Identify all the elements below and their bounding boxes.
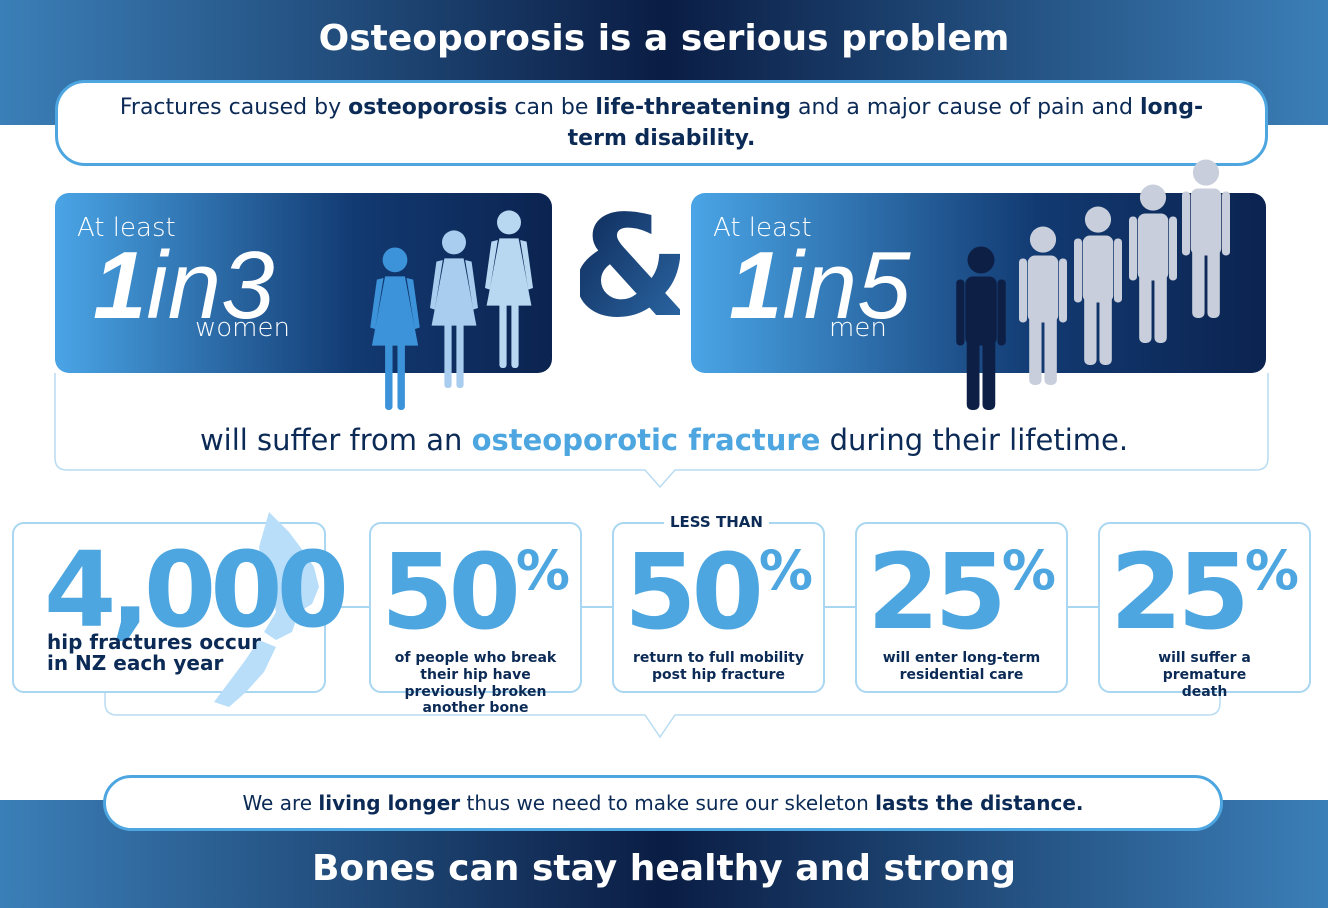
stat-number: 25% [857, 540, 1066, 644]
stat-unit: % [1244, 539, 1299, 602]
intro-text: and a major cause of pain and [790, 95, 1140, 120]
stat-number: 50% [371, 540, 580, 644]
nz-map [214, 512, 319, 707]
stat-number: 50% [614, 540, 823, 644]
stat-unit: % [1001, 539, 1056, 602]
stat-label: LESS THAN [664, 513, 769, 531]
ratio-one: 1 [93, 232, 147, 339]
intro-emphasis: osteoporosis [348, 95, 508, 120]
stat-unit: % [758, 539, 813, 602]
footer-emphasis: lasts the distance. [875, 791, 1084, 815]
header-title: Osteoporosis is a serious problem [318, 18, 1010, 59]
stat-card: 4,000 hip fractures occur in NZ each yea… [12, 512, 349, 707]
summary-text: during their lifetime. [820, 423, 1129, 457]
stat-card: 25% will enter long-term residential car… [855, 522, 1068, 693]
women-lead: At least [77, 213, 176, 243]
intro-emphasis: life-threatening [595, 95, 791, 120]
summary-text: will suffer from an [199, 423, 472, 457]
stat-value: 50 [381, 531, 521, 653]
men-ratio: 1in5 [729, 238, 911, 334]
ratio-rest: in3 [146, 232, 275, 339]
stat-card: 25% will suffer a premature death [1098, 522, 1311, 700]
stat-number: 25% [1100, 540, 1309, 644]
intro-box: Fractures caused by osteoporosis can be … [55, 80, 1268, 166]
summary-emphasis: osteoporotic fracture [471, 423, 821, 457]
intro-emphasis: long-term disability. [567, 95, 1204, 151]
men-group: men [829, 313, 887, 343]
stat-card: LESS THAN 50% return to full mobility po… [612, 513, 825, 693]
stat-text: will enter long-term residential care [882, 650, 1041, 683]
stat-text: hip fractures occur in NZ each year [47, 630, 261, 675]
men-lead: At least [713, 213, 812, 243]
stat-value: 25 [867, 531, 1007, 653]
intro-text: can be [507, 95, 596, 120]
ampersand: & [580, 205, 680, 335]
stat-card: 50% of people who break their hip have p… [369, 522, 582, 716]
footer-box: We are living longer thus we need to mak… [103, 775, 1223, 831]
women-ratio: 1in3 [93, 238, 275, 334]
ampersand-box: & [580, 205, 680, 335]
intro-text: Fractures caused by [119, 95, 349, 120]
bracket [104, 693, 1221, 739]
stat-text: of people who break their hip have previ… [394, 650, 557, 717]
ratio-one: 1 [729, 232, 783, 339]
stat-number: 4,000 [44, 529, 349, 651]
footer-emphasis: living longer [318, 791, 461, 815]
stat-unit: % [515, 539, 570, 602]
footer-title: Bones can stay healthy and strong [311, 848, 1017, 889]
men-panel: At least 1in5 men [691, 193, 1266, 373]
women-group: women [195, 313, 290, 343]
women-panel: At least 1in3 women [55, 193, 552, 373]
ratio-rest: in5 [782, 232, 911, 339]
summary: will suffer from an osteoporotic fractur… [0, 423, 1328, 457]
stat-text: return to full mobility post hip fractur… [633, 650, 804, 683]
stat-value: 50 [624, 531, 764, 653]
footer-text: thus we need to make sure our skeleton [460, 791, 876, 815]
footer-text: We are [242, 791, 319, 815]
stat-text: will suffer a premature death [1158, 650, 1251, 700]
stat-value: 25 [1110, 531, 1250, 653]
bracket [54, 373, 1269, 489]
